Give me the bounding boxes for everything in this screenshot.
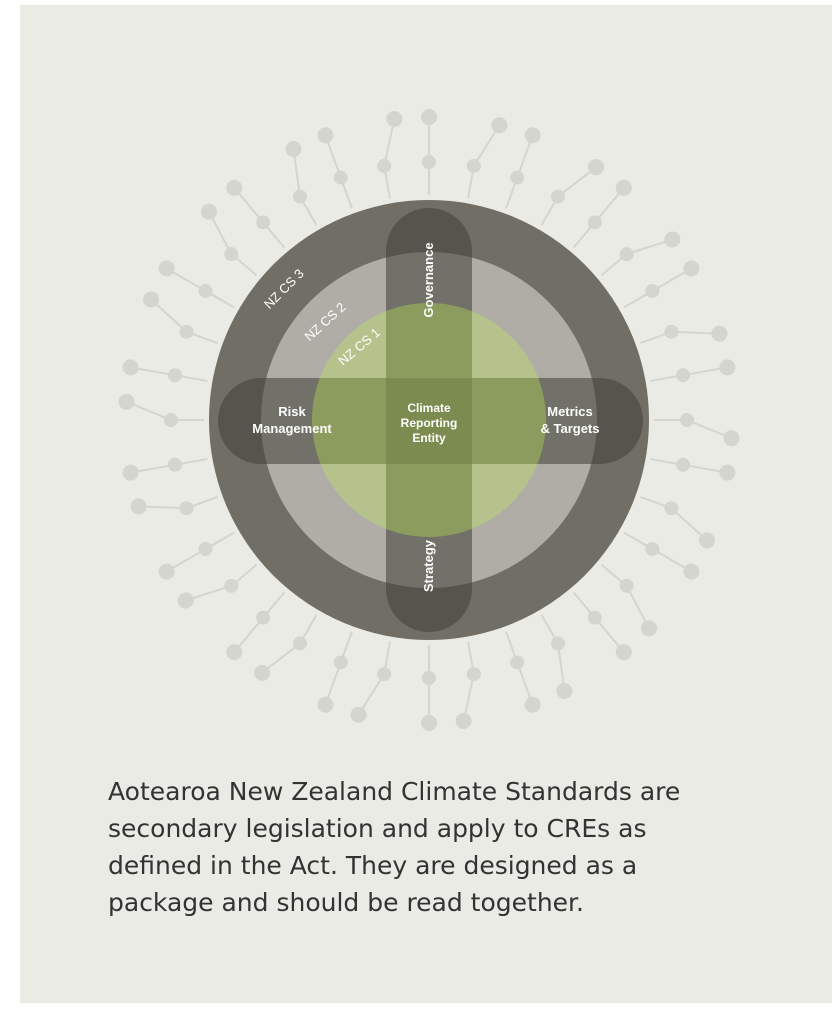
caption-line: defined in the Act. They are designed as…: [108, 851, 637, 880]
spoke-dot: [456, 713, 472, 729]
pillar-label: Governance: [421, 242, 436, 317]
spoke-dot: [164, 413, 178, 427]
spoke-dot: [467, 667, 481, 681]
spoke-dot: [377, 159, 391, 173]
spoke-dot: [143, 291, 159, 307]
spoke-dot: [351, 707, 367, 723]
spoke-dot: [676, 458, 690, 472]
spoke-dot: [664, 325, 678, 339]
spoke-dot: [510, 655, 524, 669]
spoke-dot: [645, 284, 659, 298]
spoke-dot: [123, 359, 139, 375]
spoke-dot: [317, 697, 333, 713]
spoke-dot: [334, 171, 348, 185]
spoke-dot: [645, 542, 659, 556]
spoke-dot: [588, 215, 602, 229]
spoke-dot: [616, 180, 632, 196]
center-label: Reporting: [401, 416, 458, 430]
spoke-dot: [256, 215, 270, 229]
caption-line: Aotearoa New Zealand Climate Standards a…: [108, 777, 680, 806]
spoke-dot: [178, 592, 194, 608]
spoke-dot: [711, 326, 727, 342]
spoke-dot: [422, 155, 436, 169]
spoke-dot: [525, 697, 541, 713]
spoke-dot: [588, 159, 604, 175]
pillar-label: Metrics: [547, 404, 593, 419]
spoke-dot: [620, 579, 634, 593]
spoke-dot: [180, 325, 194, 339]
spoke-dot: [719, 465, 735, 481]
spoke-dot: [180, 501, 194, 515]
pillar-label: Risk: [278, 404, 306, 419]
spoke-dot: [680, 413, 694, 427]
spoke-dot: [683, 261, 699, 277]
spoke-dot: [467, 159, 481, 173]
pillar-label: Management: [252, 421, 332, 436]
spoke-dot: [199, 284, 213, 298]
spoke-dot: [286, 141, 302, 157]
spoke-dot: [199, 542, 213, 556]
spoke-dot: [616, 644, 632, 660]
spoke-dot: [317, 127, 333, 143]
spoke-dot: [168, 368, 182, 382]
spoke-dot: [201, 204, 217, 220]
spoke-dot: [491, 117, 507, 133]
spoke-dot: [256, 611, 270, 625]
spoke-dot: [254, 665, 270, 681]
spoke-dot: [422, 671, 436, 685]
spoke-dot: [159, 261, 175, 277]
spoke-dot: [683, 564, 699, 580]
spoke-dot: [556, 683, 572, 699]
pillar-label: & Targets: [541, 421, 600, 436]
spoke-dot: [226, 180, 242, 196]
spoke-dot: [699, 533, 715, 549]
spoke-dot: [664, 232, 680, 248]
spoke-dot: [641, 620, 657, 636]
spoke-dot: [168, 458, 182, 472]
spoke-dot: [664, 501, 678, 515]
spoke-dot: [293, 636, 307, 650]
spoke-dot: [676, 368, 690, 382]
spoke-dot: [510, 171, 524, 185]
center-label: Climate: [407, 401, 451, 415]
spoke-dot: [377, 667, 391, 681]
spoke-dot: [421, 715, 437, 731]
spoke-dot: [226, 644, 242, 660]
spoke-dot: [159, 564, 175, 580]
spoke-dot: [719, 359, 735, 375]
spoke-dot: [224, 247, 238, 261]
spoke-dot: [551, 190, 565, 204]
spoke-dot: [131, 498, 147, 514]
center-label: Entity: [412, 431, 446, 445]
spoke-dot: [620, 247, 634, 261]
caption-line: secondary legislation and apply to CREs …: [108, 814, 646, 843]
pillar-label: Strategy: [421, 539, 436, 592]
spoke-dot: [421, 109, 437, 125]
spoke-dot: [588, 611, 602, 625]
page: NZ CS 3 NZ CS 2 NZ CS 1 Governance Strat…: [0, 0, 839, 1033]
spoke-dot: [293, 190, 307, 204]
caption-line: package and should be read together.: [108, 888, 584, 917]
diagram: NZ CS 3 NZ CS 2 NZ CS 1 Governance Strat…: [0, 0, 839, 1033]
spoke-dot: [334, 655, 348, 669]
spoke-dot: [525, 127, 541, 143]
spoke-dot: [723, 430, 739, 446]
spoke-dot: [119, 394, 135, 410]
spoke-dot: [386, 111, 402, 127]
spoke-dot: [123, 465, 139, 481]
spoke-dot: [224, 579, 238, 593]
spoke-dot: [551, 636, 565, 650]
